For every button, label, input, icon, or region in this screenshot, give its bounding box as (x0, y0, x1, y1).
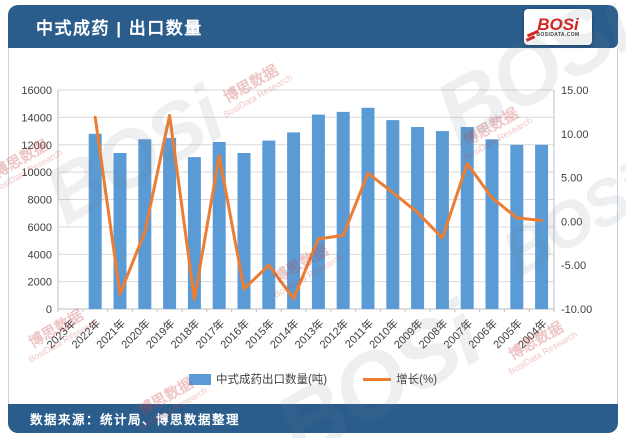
legend-bar-label: 中式成药出口数量(吨) (215, 374, 328, 386)
bar-2007年 (460, 127, 474, 309)
legend-item-bars: 中式成药出口数量(吨) (188, 371, 328, 387)
left-axis-tick: 14000 (21, 112, 52, 124)
right-axis-tick: 10.00 (561, 129, 589, 141)
right-axis-tick: 15.00 (561, 85, 589, 97)
left-axis-tick: 4000 (28, 249, 52, 261)
bar-2015年 (262, 140, 276, 309)
bar-2008年 (435, 131, 449, 309)
bar-2019年 (163, 137, 177, 309)
right-axis-tick: 0.00 (561, 216, 582, 228)
bar-2005年 (510, 144, 524, 310)
bar-2004年 (535, 144, 549, 310)
left-axis-tick: 10000 (21, 167, 52, 179)
left-axis-tick: 12000 (21, 140, 52, 152)
left-axis-tick: 16000 (21, 85, 52, 97)
growth-line (93, 113, 544, 301)
legend-line-label: 增长(%) (396, 374, 438, 386)
chart-legend: 中式成药出口数量(吨) 增长(%) (188, 371, 437, 387)
bar-2020年 (138, 139, 152, 309)
bar-2018年 (187, 157, 201, 309)
chart-card: 中式成药 | 出口数量 BOSi BOSIDATA.COM 0 2000 4000 6… (8, 5, 618, 433)
logo-domain-text: BOSIDATA.COM (536, 31, 580, 38)
bar-2010年 (386, 120, 400, 309)
left-axis-tick: 6000 (28, 222, 52, 234)
bar-2006年 (485, 139, 499, 309)
bosi-logo: BOSi BOSIDATA.COM (524, 9, 592, 45)
bar-2011年 (361, 107, 375, 309)
bar-2014年 (287, 132, 301, 309)
left-axis-tick: 2000 (28, 277, 52, 289)
bar-2017年 (212, 142, 226, 309)
legend-bar-swatch (188, 373, 211, 385)
card-footer: 数据来源：统计局、博思数据整理 (8, 404, 618, 433)
left-axis-tick: 8000 (28, 195, 52, 207)
bar-2012年 (336, 111, 350, 310)
right-axis-tick: 5.00 (561, 173, 582, 185)
bar-2009年 (411, 127, 425, 309)
chart-area: 0 2000 4000 6000 8000 10000 12000 14000 16000 15.… (8, 48, 618, 404)
left-axis-tick: 0 (46, 304, 52, 316)
data-source-text: 数据来源：统计局、博思数据整理 (30, 413, 241, 427)
bar-2013年 (311, 114, 325, 309)
page-title: 中式成药 | 出口数量 (36, 19, 203, 38)
logo-brand-text: BOSi (537, 14, 579, 34)
legend-item-line: 增长(%) (363, 371, 437, 387)
combo-chart: 0 2000 4000 6000 8000 10000 12000 14000 16000 15.… (21, 85, 592, 351)
right-axis-tick: -5.00 (561, 260, 586, 272)
right-axis-tick: -10.00 (561, 304, 592, 316)
legend-line-swatch (363, 377, 392, 381)
card-header: 中式成药 | 出口数量 BOSi BOSIDATA.COM (8, 5, 618, 48)
bar-2022年 (88, 133, 102, 309)
